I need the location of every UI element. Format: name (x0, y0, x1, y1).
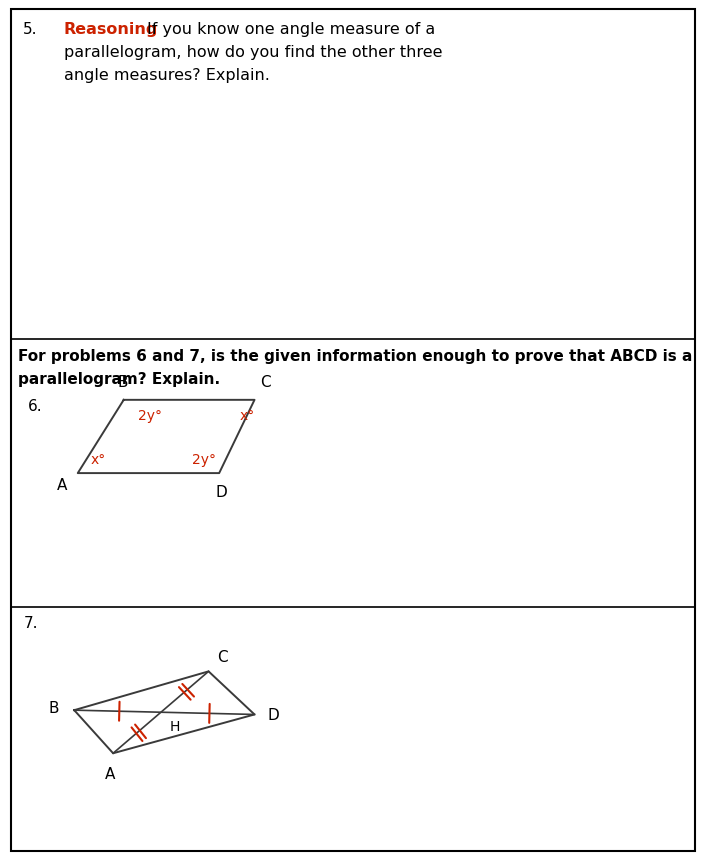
Text: Reasoning: Reasoning (64, 22, 158, 36)
Text: For problems 6 and 7, is the given information enough to prove that ABCD is a: For problems 6 and 7, is the given infor… (18, 349, 692, 363)
Text: D: D (267, 707, 279, 722)
Text: x°: x° (239, 409, 255, 423)
Text: B: B (117, 375, 127, 389)
Text: B: B (48, 700, 59, 715)
Text: 2y°: 2y° (192, 453, 216, 467)
Text: 7.: 7. (23, 616, 38, 630)
Text: D: D (216, 485, 227, 499)
Text: If you know one angle measure of a: If you know one angle measure of a (147, 22, 436, 36)
Text: 2y°: 2y° (138, 409, 162, 423)
Text: A: A (57, 478, 67, 492)
Text: parallelogram, how do you find the other three: parallelogram, how do you find the other… (64, 45, 442, 59)
Text: C: C (217, 650, 228, 665)
Text: H: H (170, 720, 180, 734)
Text: x°: x° (90, 453, 106, 467)
Text: A: A (105, 766, 115, 781)
Text: 5.: 5. (23, 22, 38, 36)
Text: angle measures? Explain.: angle measures? Explain. (64, 68, 269, 83)
Text: C: C (259, 375, 271, 389)
Text: 6.: 6. (28, 399, 43, 413)
Text: parallelogram? Explain.: parallelogram? Explain. (18, 371, 220, 386)
